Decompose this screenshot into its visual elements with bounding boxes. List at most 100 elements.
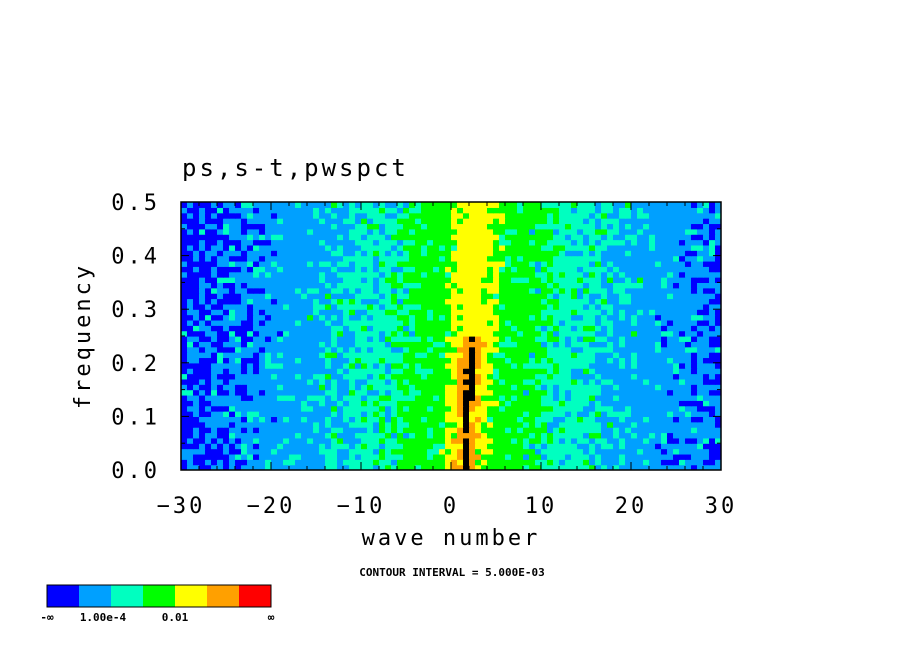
contour-cell [313,357,320,364]
contour-cell [451,432,458,439]
contour-cell [499,341,506,348]
contour-cell [463,303,470,310]
contour-cell [445,443,452,450]
contour-cell [715,437,721,444]
contour-cell [523,341,530,348]
contour-cell [265,287,272,294]
contour-cell [493,250,500,257]
contour-cell [451,218,458,225]
contour-cell [271,368,278,375]
contour-cell [223,228,230,235]
contour-cell [307,239,314,246]
contour-cell [685,330,692,337]
contour-cell [427,464,434,470]
contour-cell [433,303,440,310]
contour-cell [229,282,236,289]
contour-cell [265,255,272,262]
contour-cell [265,448,272,455]
contour-cell [301,394,308,401]
contour-cell [607,330,614,337]
contour-cell [499,389,506,396]
contour-cell [613,255,620,262]
contour-cell [277,212,284,219]
contour-cell [565,443,572,450]
contour-cell [457,223,464,230]
contour-cell [397,287,404,294]
contour-cell [373,389,380,396]
contour-cell [277,368,284,375]
contour-cell [343,357,350,364]
contour-cell [571,228,578,235]
contour-cell [217,400,224,407]
contour-cell [643,459,650,466]
contour-cell [385,303,392,310]
contour-cell [271,357,278,364]
contour-cell [187,234,194,241]
contour-cell [319,298,326,305]
contour-cell [541,277,548,283]
contour-cell [421,207,428,214]
contour-cell [415,427,422,434]
contour-cell [235,282,242,289]
contour-cell [535,330,542,337]
contour-cell [295,373,302,380]
contour-cell [607,448,614,455]
contour-cell [583,266,590,273]
contour-cell [439,218,446,225]
contour-cell [649,421,656,428]
contour-cell [295,341,302,348]
contour-cell [469,255,476,262]
contour-cell [439,319,446,326]
contour-cell [181,432,188,439]
contour-cell [313,202,320,208]
contour-cell [469,378,476,385]
contour-cell [343,421,350,428]
contour-cell [325,443,332,450]
contour-cell [661,287,668,294]
contour-cell [481,416,488,423]
contour-cell [397,260,404,267]
contour-cell [391,389,398,396]
contour-cell [229,271,236,278]
contour-cell [301,303,308,310]
contour-cell [181,293,188,300]
contour-cell [355,453,362,460]
contour-cell [649,282,656,289]
contour-cell [691,202,698,208]
contour-cell [697,405,704,412]
contour-cell [271,234,278,241]
contour-cell [511,352,518,359]
contour-cell [703,368,710,375]
contour-cell [547,234,554,241]
contour-cell [331,218,338,225]
contour-cell [355,266,362,273]
contour-cell [547,368,554,375]
contour-cell [313,266,320,273]
contour-cell [445,384,452,391]
contour-cell [445,421,452,428]
contour-cell [619,282,626,289]
contour-cell [343,341,350,348]
contour-cell [379,239,386,246]
contour-cell [619,223,626,230]
contour-cell [535,303,542,310]
contour-cell [553,218,560,225]
contour-cell [193,207,200,214]
contour-cell [631,266,638,273]
contour-cell [691,336,698,342]
contour-cell [229,303,236,310]
contour-cell [637,202,644,208]
contour-cell [223,330,230,337]
contour-cell [181,255,188,262]
contour-cell [295,239,302,246]
contour-cell [703,314,710,321]
contour-cell [331,453,338,460]
contour-cell [349,282,356,289]
contour-cell [307,448,314,455]
contour-cell [313,346,320,353]
contour-cell [199,448,206,455]
contour-cell [331,234,338,241]
contour-cell [487,244,494,251]
contour-cell [685,309,692,316]
contour-cell [703,277,710,283]
